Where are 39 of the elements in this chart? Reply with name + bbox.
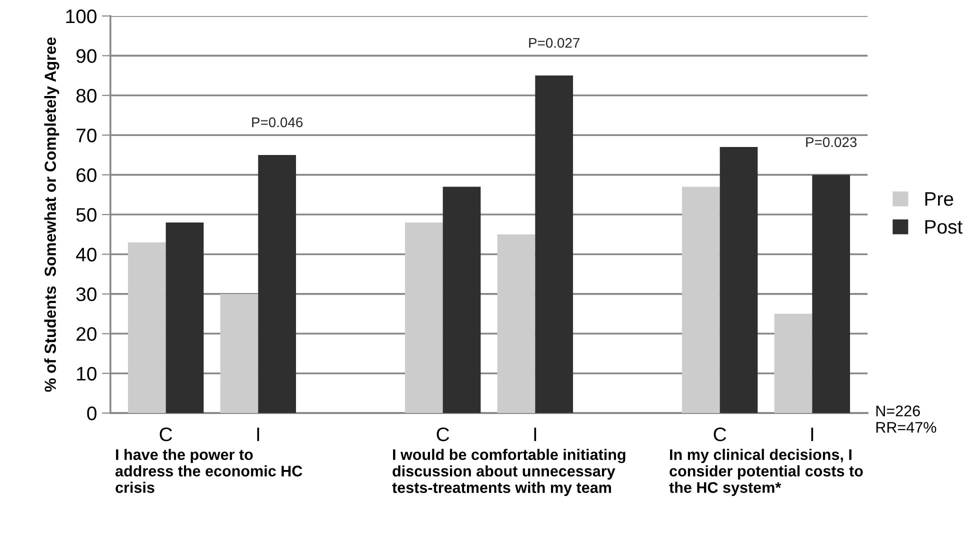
bar	[220, 294, 258, 414]
bar	[497, 234, 536, 414]
bar	[535, 76, 574, 414]
y-tick-label: 30	[76, 287, 96, 302]
bar	[258, 154, 296, 414]
y-tick-label: 10	[77, 366, 96, 381]
text: In my clinical decisions, I consider potential costs to the HC system*	[669, 448, 863, 496]
x-tick-label: C	[714, 427, 726, 442]
y-tick-label: 80	[76, 88, 96, 103]
legend-label: Post	[925, 220, 963, 234]
y-tick-label: 90	[76, 49, 96, 63]
annotation: P=0.023	[806, 137, 857, 148]
y-tick-label: 70	[76, 128, 96, 142]
bar	[442, 186, 481, 414]
bar	[812, 174, 850, 414]
text: I have the power to address the economic HC crisis	[115, 448, 302, 493]
x-tick-label: I	[257, 428, 260, 442]
bar	[166, 222, 204, 414]
y-tick-label: 20	[76, 327, 96, 341]
bar	[682, 186, 720, 414]
x-tick-label: I	[811, 428, 814, 442]
legend-label: Pre	[925, 192, 954, 206]
y-tick-label: 60	[76, 168, 96, 182]
bar	[720, 147, 758, 414]
x-tick-label: I	[534, 428, 536, 442]
annotation: P=0.046	[252, 117, 303, 128]
annotation: P=0.027	[529, 38, 580, 48]
bar	[404, 222, 443, 414]
y-tick-label: 50	[76, 208, 96, 222]
y-tick-label: 40	[76, 248, 96, 262]
y-tick-label: 0	[87, 406, 96, 420]
bar	[774, 314, 812, 414]
text: I would be comfortable initiating discussion about unnecessary tests-treatments with my team	[392, 448, 626, 496]
x-tick-label: C	[160, 427, 172, 442]
x-tick-label: C	[436, 427, 450, 442]
y-tick-label: 100	[66, 9, 96, 24]
bar	[128, 242, 166, 414]
text: N=226 RR=47%	[876, 406, 936, 433]
y-axis-title: % of Students Somewhat or Completely Agree	[44, 37, 60, 392]
